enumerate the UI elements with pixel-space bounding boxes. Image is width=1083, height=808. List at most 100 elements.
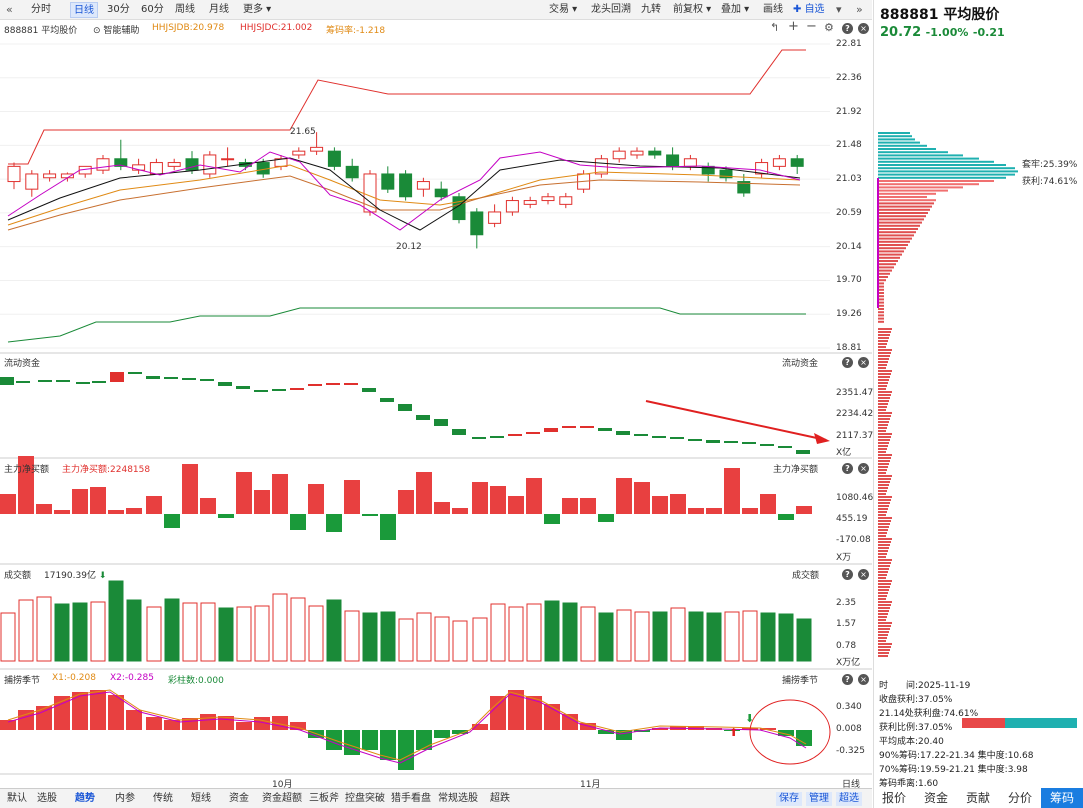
chip-bar [878,224,920,227]
month-label-oct: 10月 [272,780,293,790]
btn-60fen[interactable]: 60分 [141,4,164,15]
season-tick-1: 0.008 [836,724,862,734]
liudong-bar [200,379,214,381]
btn-30fen[interactable]: 30分 [107,4,130,15]
zhuli-bar [146,496,162,514]
liudong-help-icon[interactable]: ? [842,357,853,368]
volume-bar [362,612,378,662]
settings-icon[interactable]: ⚙ [824,21,834,34]
right-tab[interactable]: 筹码 [1041,788,1083,808]
liudong-bar [398,404,412,411]
bottom-tab[interactable]: 资金 [229,793,249,804]
zhuli-close-icon[interactable]: × [858,463,869,474]
bottom-tab[interactable]: 猎手看盘 [391,793,431,804]
bottom-tab[interactable]: 三板斧 [309,793,339,804]
btn-zhouxian[interactable]: 周线 [175,4,195,15]
chip-bar [878,580,892,582]
right-tab[interactable]: 贡献 [965,791,990,805]
candle-body [221,158,235,161]
liudong-close-icon[interactable]: × [858,357,869,368]
liudong-bar [164,377,178,379]
btn-jiuzhuan[interactable]: 九转 [641,4,661,15]
btn-more[interactable]: 更多 ▾ [243,4,272,15]
zhuli-bar [90,487,106,514]
chip-bar [878,397,890,399]
bottom-tab[interactable]: 资金超额 [262,793,302,804]
bottom-tab[interactable]: 传统 [153,793,173,804]
chip-bar [878,628,890,630]
help-icon[interactable]: ? [842,23,853,34]
bottom-right-button[interactable]: 管理 [806,792,832,806]
chip-bar [878,514,886,516]
chip-bar [878,484,889,486]
btn-fenshi[interactable]: 分时 [31,4,51,15]
chip-bar [878,358,889,360]
btn-trade[interactable]: 交易 ▾ [549,4,578,15]
chip-bar [878,340,888,342]
chip-bar [878,403,888,405]
chip-bar [878,192,936,195]
plus-icon[interactable]: + [788,19,799,34]
chart-canvas: ⬇⬆ [0,43,872,775]
volume-bar [126,599,142,662]
right-tab[interactable]: 分价 [1007,791,1032,805]
chip-bar [878,511,887,513]
btn-longtou[interactable]: 龙头回溯 [591,4,631,15]
volume-bar [164,598,180,662]
liudong-bar [218,382,232,386]
btn-draw[interactable]: 画线 [763,4,783,15]
liudong-bar [544,428,558,432]
bottom-tab[interactable]: 控盘突破 [345,793,385,804]
bottom-tab[interactable]: 超跌 [490,793,510,804]
season-help-icon[interactable]: ? [842,674,853,685]
btn-overlay[interactable]: 叠加 ▾ [721,4,750,15]
chip-bar [878,529,888,531]
zhuli-help-icon[interactable]: ? [842,463,853,474]
close-icon[interactable]: × [858,23,869,34]
volume-close-icon[interactable]: × [858,569,869,580]
assist-dropdown[interactable]: ⊙ 智能辅助 [93,26,140,36]
season-close-icon[interactable]: × [858,674,869,685]
btn-rixian[interactable]: 日线 [70,2,98,18]
season-bars: 彩柱数:0.000 [168,676,224,686]
liudong-bar [272,389,286,391]
minus-icon[interactable]: − [806,19,817,34]
bottom-tab[interactable]: 常规选股 [438,793,478,804]
right-tab[interactable]: 报价 [881,791,906,805]
bottom-tab[interactable]: 默认 [7,793,27,804]
bottom-tab[interactable]: 内参 [115,793,135,804]
liudong-bar [76,382,90,384]
season-bar [0,720,16,730]
liudong-bar [16,381,30,383]
bottom-tab[interactable]: 短线 [191,793,211,804]
bottom-tab[interactable]: 选股 [37,793,57,804]
liudong-bar [706,440,720,443]
btn-zixuan[interactable]: ✚ 自选 [793,4,825,15]
bottom-right-button[interactable]: 超选 [836,792,862,806]
candle-body [541,196,555,202]
chip-bar [878,170,1018,173]
chip-bar [878,367,886,369]
liudong-bar [38,380,52,382]
liudong-tick-1: 2234.42 [836,409,874,419]
btn-fuquan[interactable]: 前复权 ▾ [673,4,712,15]
volume-bar [416,612,432,662]
bottom-right-button[interactable]: 保存 [776,792,802,806]
collapse-right-icon[interactable]: » [856,3,863,16]
candle-body [96,158,110,171]
volume-help-icon[interactable]: ? [842,569,853,580]
dropdown-icon[interactable]: ▾ [836,3,842,16]
collapse-icon[interactable]: « [6,3,13,16]
right-tab[interactable]: 资金 [923,791,948,805]
btn-yuexian[interactable]: 月线 [209,4,229,15]
return-icon[interactable]: ↰ [770,21,780,34]
liudong-bar [236,386,250,389]
volume-bar [634,611,650,662]
volume-bar [706,612,722,662]
bottom-tab[interactable]: 趋势 [75,793,95,804]
volume-bar [218,607,234,662]
chip-bar [878,370,892,372]
season-bar [760,728,776,730]
stock-name: 平均股价 [943,7,1000,23]
season-bar [398,730,414,770]
